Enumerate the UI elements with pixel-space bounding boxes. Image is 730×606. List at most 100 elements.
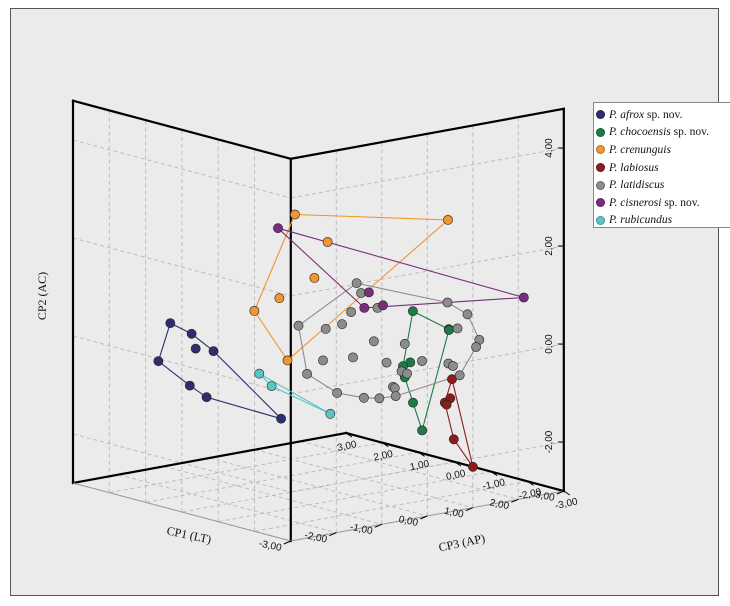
legend-species-name: P. rubicundus	[609, 214, 673, 227]
data-point	[402, 368, 412, 379]
data-point	[325, 408, 336, 419]
y-tick-label: 4,00	[544, 138, 555, 158]
x-tick	[329, 532, 337, 537]
data-point	[417, 425, 427, 436]
data-point	[293, 320, 304, 331]
data-point	[443, 214, 453, 225]
hull-6	[277, 227, 525, 309]
x-tick	[283, 540, 291, 545]
z-tick	[454, 461, 462, 467]
data-point	[407, 306, 418, 317]
x-tick	[420, 515, 428, 520]
legend-item: P. latidiscus	[596, 176, 730, 194]
data-point	[282, 355, 293, 366]
legend-species-name: P. crenunguis	[609, 143, 671, 156]
data-point	[254, 368, 265, 379]
data-point	[322, 237, 333, 247]
z-tick	[490, 471, 498, 477]
x-tick-label: 3,00	[534, 489, 556, 504]
legend-swatch	[596, 215, 605, 225]
data-point	[318, 355, 328, 366]
floor-gridline	[145, 451, 419, 503]
legend-item: P. rubicundus	[596, 212, 730, 230]
data-point	[337, 319, 347, 330]
data-point	[276, 413, 286, 424]
data-point	[249, 305, 260, 316]
legend: P. afrox sp. nov. P. chocoensis sp. nov. P…	[593, 102, 730, 228]
x-tick	[511, 498, 519, 503]
figure-frame: -3,00 -2,00 -1,00 0,00 1,00 2,00 3,00 3,00 2,00 1…	[10, 8, 730, 596]
legend-species-name: P. labiosus	[609, 161, 659, 174]
data-point	[348, 352, 358, 363]
box-edge	[71, 431, 348, 485]
data-point	[302, 368, 312, 379]
box-edge	[72, 482, 291, 542]
floor-gridline	[109, 442, 383, 494]
x-tick-label: 1,00	[443, 506, 465, 521]
data-point	[186, 328, 197, 339]
x-tick-label: -1,00	[349, 522, 374, 538]
z-tick	[345, 432, 353, 438]
legend-species-name: P. afrox	[609, 108, 645, 121]
z-tick-label: -1,00	[482, 477, 507, 493]
legend-swatch	[596, 198, 605, 208]
floor-gridline	[218, 471, 492, 523]
z-tick-label: 2,00	[373, 449, 395, 464]
hull-4	[444, 378, 474, 468]
data-point	[518, 292, 529, 303]
data-point	[441, 399, 452, 410]
data-point	[346, 307, 356, 317]
data-point	[190, 343, 201, 354]
z-tick	[418, 451, 425, 457]
legend-item: P. chocoensis sp. nov.	[596, 124, 730, 142]
x-axis-title: CP1 (LT)	[165, 523, 212, 546]
y-axis-title: CP2 (AC)	[35, 272, 49, 320]
legend-species-name: P. chocoensis	[609, 126, 671, 139]
data-point	[351, 278, 362, 289]
data-point	[447, 374, 457, 385]
wall-gridline	[290, 441, 564, 493]
legend-item: P. labiosus	[596, 159, 730, 177]
data-point	[208, 346, 219, 356]
legend-suffix: sp. nov.	[644, 108, 683, 121]
legend-swatch	[596, 163, 605, 173]
legend-item: P. crenunguis	[596, 141, 730, 159]
y-tick-label: 2,00	[544, 236, 555, 256]
legend-swatch	[596, 110, 605, 120]
z-tick	[382, 442, 389, 448]
x-tick-label: 0,00	[398, 514, 420, 529]
data-point	[273, 223, 283, 234]
data-point	[274, 293, 285, 304]
data-point	[447, 361, 458, 371]
data-point	[165, 318, 176, 328]
x-tick	[465, 507, 473, 512]
data-point	[408, 397, 418, 408]
z-tick	[563, 490, 571, 496]
legend-swatch	[596, 180, 605, 190]
legend-suffix: sp. nov.	[670, 126, 709, 139]
y-tick-label: 0,00	[544, 334, 555, 354]
legend-item: P. cisnerosi sp. nov.	[596, 194, 730, 212]
data-point	[266, 381, 277, 391]
floor-gridline	[254, 480, 528, 532]
data-point	[378, 300, 388, 311]
data-point	[452, 323, 463, 334]
z-tick	[527, 480, 534, 486]
data-point	[363, 287, 374, 298]
y-tick-label: -2,00	[544, 430, 555, 453]
data-point	[462, 309, 473, 320]
data-point	[467, 461, 478, 472]
data-point	[381, 357, 392, 368]
data-point	[471, 342, 481, 352]
x-tick	[374, 523, 382, 528]
data-point	[153, 356, 164, 367]
z-tick-label: -2,00	[518, 487, 543, 503]
data-point	[201, 392, 212, 403]
legend-swatch	[596, 127, 605, 137]
data-point	[374, 393, 385, 404]
x-tick-label: -2,00	[303, 530, 328, 546]
data-point	[289, 209, 300, 220]
data-point	[399, 338, 410, 349]
data-point	[448, 434, 459, 445]
data-point	[368, 336, 379, 347]
